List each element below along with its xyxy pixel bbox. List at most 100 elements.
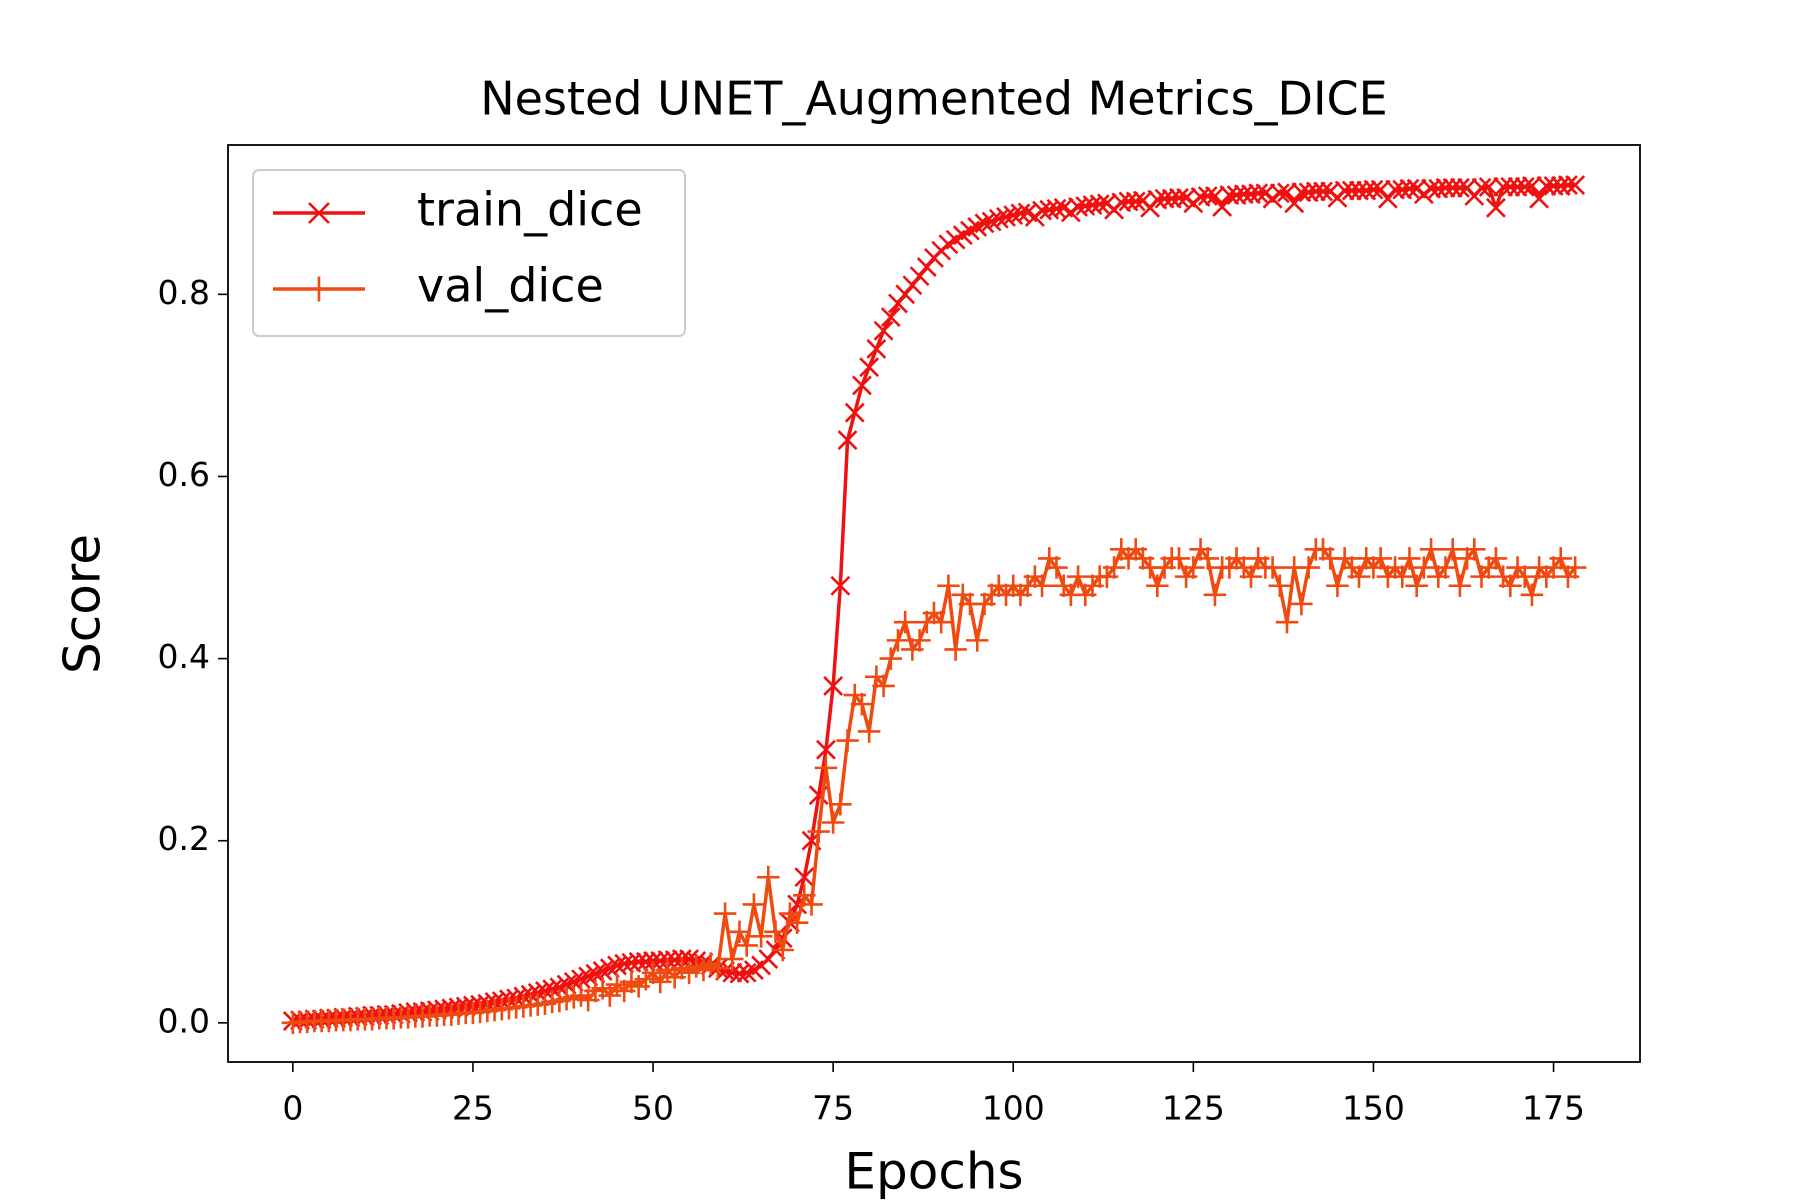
point-marker xyxy=(1520,583,1544,607)
point-marker xyxy=(757,865,780,889)
point-marker xyxy=(1341,180,1362,201)
point-marker xyxy=(1326,574,1349,597)
legend-marker xyxy=(308,202,330,224)
point-marker xyxy=(1549,547,1573,570)
x-tick-label: 125 xyxy=(1162,1089,1225,1128)
point-marker xyxy=(749,925,773,948)
point-marker xyxy=(974,213,995,234)
point-marker xyxy=(857,720,881,743)
point-marker xyxy=(893,610,917,634)
point-marker xyxy=(1486,197,1506,218)
point-marker xyxy=(1089,194,1110,215)
point-marker xyxy=(1212,197,1233,217)
point-marker xyxy=(879,647,903,670)
point-marker xyxy=(771,938,794,962)
point-marker xyxy=(844,402,865,423)
point-marker xyxy=(1290,592,1313,616)
point-marker xyxy=(1369,547,1392,570)
point-marker xyxy=(902,275,923,296)
point-marker xyxy=(873,320,894,341)
point-marker xyxy=(764,920,787,944)
point-marker xyxy=(648,970,672,994)
point-marker xyxy=(1563,556,1587,579)
point-marker xyxy=(1448,574,1472,597)
point-marker xyxy=(1405,574,1428,597)
x-tick-label: 75 xyxy=(812,1089,854,1128)
y-tick-label: 0.4 xyxy=(158,637,210,676)
point-marker xyxy=(706,956,730,980)
point-marker xyxy=(852,375,872,396)
point-marker xyxy=(866,339,887,359)
point-marker xyxy=(996,207,1016,227)
point-marker xyxy=(713,902,737,925)
y-axis-label: Score xyxy=(54,534,112,674)
chart-title: Nested UNET_Augmented Metrics_DICE xyxy=(480,72,1387,126)
point-marker xyxy=(1045,556,1068,579)
y-tick-label: 0.2 xyxy=(158,819,210,858)
point-marker xyxy=(1297,556,1320,579)
point-marker xyxy=(1391,565,1414,588)
point-marker xyxy=(1030,574,1054,597)
point-marker xyxy=(1565,175,1586,195)
point-marker xyxy=(1449,177,1470,198)
point-marker xyxy=(823,675,844,696)
point-marker xyxy=(807,820,830,843)
point-marker xyxy=(1046,198,1067,219)
point-marker xyxy=(1239,565,1263,588)
point-marker xyxy=(814,756,838,780)
y-tick-label: 0.6 xyxy=(158,455,210,494)
x-tick-label: 150 xyxy=(1342,1089,1405,1128)
point-marker xyxy=(937,574,960,597)
point-marker xyxy=(981,211,1002,232)
point-marker xyxy=(1269,183,1290,204)
point-marker xyxy=(1275,610,1299,634)
point-marker xyxy=(830,575,851,596)
point-marker xyxy=(1493,176,1514,197)
point-marker xyxy=(1102,556,1126,579)
legend-label: val_dice xyxy=(417,259,604,313)
point-marker xyxy=(872,674,895,698)
point-marker xyxy=(908,629,931,652)
point-marker xyxy=(722,962,743,983)
point-marker xyxy=(988,208,1009,229)
point-marker xyxy=(1284,193,1305,214)
point-marker xyxy=(728,920,751,944)
point-marker xyxy=(1203,583,1227,607)
point-marker xyxy=(1377,188,1398,209)
point-marker xyxy=(721,947,744,971)
point-marker xyxy=(1514,176,1535,197)
point-marker xyxy=(1398,547,1421,570)
plot-frame xyxy=(227,144,1641,1063)
x-tick-label: 0 xyxy=(282,1089,303,1128)
point-marker xyxy=(1500,176,1521,197)
x-axis-label: Epochs xyxy=(844,1143,1023,1200)
point-marker xyxy=(794,867,815,888)
point-marker xyxy=(1441,538,1464,561)
point-marker xyxy=(1399,178,1420,199)
point-marker xyxy=(1305,181,1326,202)
point-marker xyxy=(1167,547,1191,570)
point-marker xyxy=(965,629,989,652)
point-marker xyxy=(1268,574,1292,597)
point-marker xyxy=(758,949,779,970)
x-tick-label: 175 xyxy=(1522,1089,1585,1128)
x-tick-label: 25 xyxy=(452,1089,494,1128)
point-marker xyxy=(895,284,916,305)
point-marker xyxy=(916,257,937,277)
point-marker xyxy=(1261,556,1284,579)
point-marker xyxy=(736,962,757,983)
point-marker xyxy=(592,961,613,981)
point-marker xyxy=(1248,183,1269,204)
point-marker xyxy=(1435,177,1456,198)
point-marker xyxy=(909,266,930,287)
point-marker xyxy=(1196,547,1220,570)
point-marker xyxy=(1347,565,1371,588)
point-marker xyxy=(1363,179,1384,200)
point-marker xyxy=(1499,574,1522,597)
point-marker xyxy=(1125,191,1146,212)
point-marker xyxy=(735,934,758,957)
point-marker xyxy=(1412,556,1436,579)
point-marker xyxy=(1471,177,1492,198)
